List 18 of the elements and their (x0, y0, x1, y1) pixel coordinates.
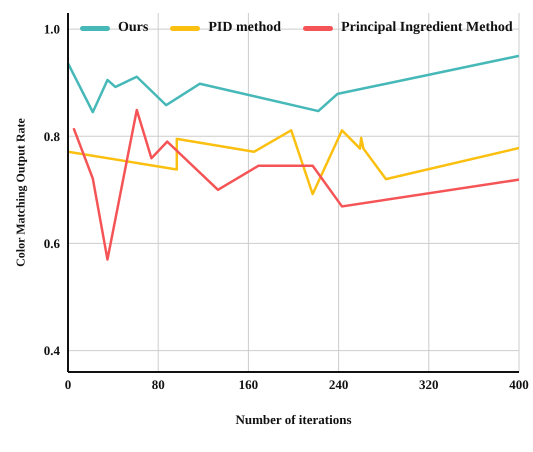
y-tick-label: 1.0 (44, 22, 60, 37)
legend-label: Ours (117, 20, 148, 36)
x-tick-label: 80 (152, 377, 165, 392)
y-axis-title: Color Matching Output Rate (13, 117, 28, 267)
y-tick-label: 0.4 (44, 343, 60, 358)
legend-label: PID method (207, 20, 282, 36)
x-tick-label: 240 (328, 377, 348, 392)
line-series (68, 129, 519, 196)
line-series (72, 108, 519, 261)
x-tick-label: 320 (419, 377, 439, 392)
y-tick-label: 0.6 (44, 236, 60, 252)
y-tick-label: 0.8 (44, 128, 60, 144)
x-axis-title: Number of iterations (235, 412, 352, 427)
legend-label: Principal Ingredient Method (340, 20, 513, 36)
x-tick-label: 400 (509, 377, 529, 392)
x-tick-label: 160 (238, 377, 258, 392)
x-tick-label: 0 (64, 377, 72, 392)
line-series (68, 54, 519, 114)
